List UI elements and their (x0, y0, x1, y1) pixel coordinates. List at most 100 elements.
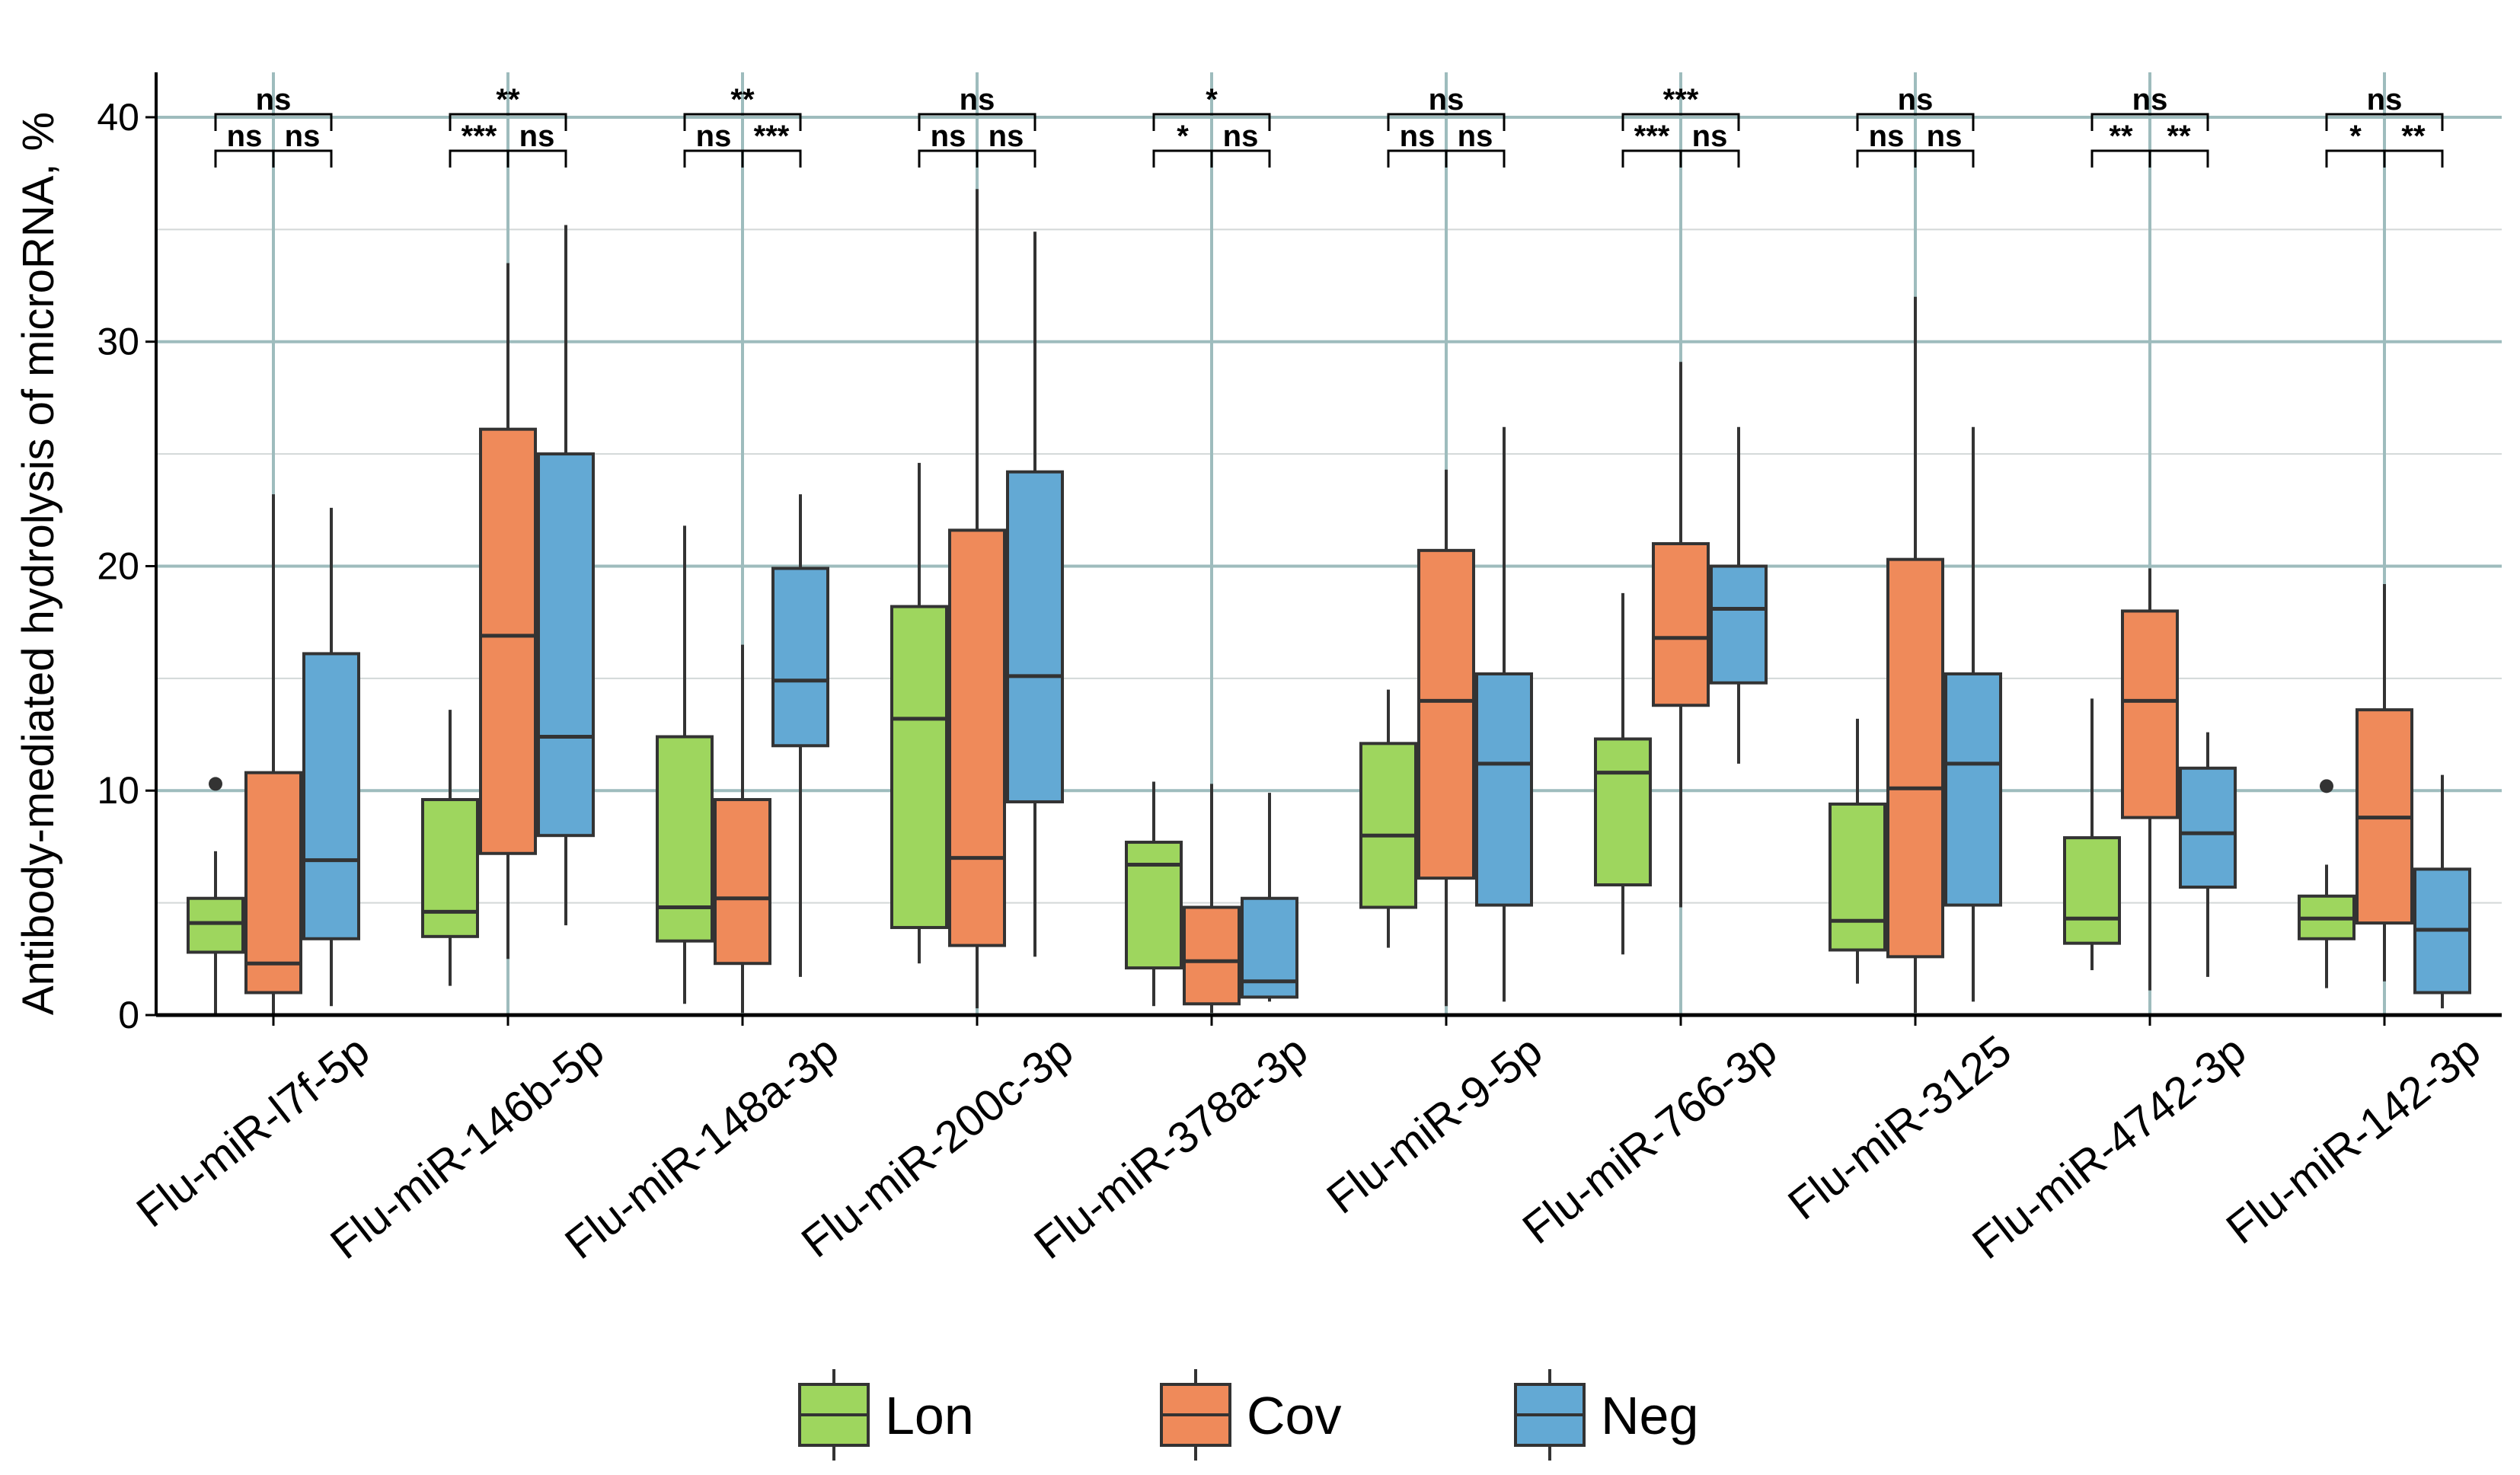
box-neg (1944, 426, 2002, 1002)
significance-group: ns* ** (2325, 83, 2444, 168)
box-neg (771, 494, 829, 977)
legend-item-lon: Lon (798, 1369, 974, 1461)
cov-neg-bracket (976, 149, 1036, 168)
lon-cov-bracket (1387, 149, 1448, 168)
box-neg (1710, 426, 1768, 764)
legend-item-cov: Cov (1160, 1369, 1341, 1461)
box-cov (1183, 784, 1241, 1014)
lon-neg-label: ns (1429, 83, 1464, 117)
box-body (1710, 564, 1768, 685)
box-body (771, 567, 829, 748)
box-lon (1359, 689, 1417, 948)
lon-neg-label: ns (2132, 83, 2168, 117)
lon-neg-bracket (449, 113, 567, 131)
lon-cov-bracket (1152, 149, 1213, 168)
lon-cov-label: ** (2109, 120, 2133, 153)
lon-cov-bracket (683, 149, 744, 168)
box-body (2063, 836, 2121, 945)
cov-neg-bracket (272, 149, 333, 168)
lon-neg-label: ** (496, 83, 520, 117)
box-cov (948, 189, 1006, 1009)
legend-item-neg: Neg (1514, 1369, 1698, 1461)
significance-group: **ns *** (683, 83, 802, 168)
cov-neg-bracket (741, 149, 802, 168)
box-body (1944, 672, 2002, 907)
cov-neg-bracket (1679, 149, 1740, 168)
legend-label: Cov (1247, 1386, 1341, 1445)
box-body (187, 896, 244, 954)
lon-cov-label: * (2349, 120, 2362, 153)
box-neg (2413, 774, 2471, 1009)
lon-neg-bracket (214, 113, 333, 131)
box-body (1829, 802, 1886, 952)
box-body (1594, 737, 1652, 887)
box-body (890, 605, 948, 930)
outlier-point (2320, 779, 2333, 793)
lon-cov-label: *** (462, 120, 497, 153)
box-cov (1652, 362, 1710, 908)
lon-neg-bracket (683, 113, 802, 131)
lon-cov-bracket (1621, 149, 1682, 168)
legend-label: Neg (1601, 1386, 1698, 1445)
x-tick-label: Flu-miR-9-5p (1317, 1026, 1551, 1224)
box-lon (2298, 779, 2356, 988)
box-body (302, 652, 360, 940)
lon-cov-label: ns (1869, 120, 1905, 153)
cov-neg-bracket (1210, 149, 1271, 168)
box-body (1652, 542, 1710, 707)
lon-cov-label: *** (1634, 120, 1670, 153)
lon-neg-bracket (918, 113, 1036, 131)
box-lon (187, 777, 244, 1015)
y-axis-label: Antibody-mediated hydrolysis of microRNA… (14, 112, 63, 1015)
box-body (479, 427, 537, 855)
lon-neg-bracket (2090, 113, 2209, 131)
box-lon (656, 525, 714, 1004)
cov-neg-label: ** (2401, 120, 2426, 153)
box-neg (537, 225, 595, 926)
outlier-point (209, 777, 222, 791)
cov-neg-label: ns (1223, 120, 1259, 153)
box-body (1125, 841, 1183, 970)
legend: Lon Cov Neg (798, 1369, 1698, 1461)
lon-neg-label: ns (960, 83, 995, 117)
lon-neg-bracket (1856, 113, 1975, 131)
significance-group: ** ns (1152, 83, 1271, 168)
x-tick-label: Flu-miR-766-3p (1514, 1026, 1787, 1253)
cov-neg-bracket (2148, 149, 2209, 168)
lon-cov-label: ns (1400, 120, 1436, 153)
lon-cov-label: * (1177, 120, 1189, 153)
lon-neg-bracket (1152, 113, 1271, 131)
lon-cov-bracket (214, 149, 275, 168)
box-series (187, 189, 2471, 1015)
cov-neg-bracket (1445, 149, 1506, 168)
box-cov (1417, 469, 1475, 1007)
box-lon (1125, 781, 1183, 1007)
x-tick-label: Flu-miR-3125 (1779, 1026, 2020, 1230)
significance-group: ****** ns (1621, 83, 1740, 168)
lon-cov-label: ns (696, 120, 732, 153)
lon-cov-label: ns (227, 120, 263, 153)
cov-neg-label: ns (1692, 120, 1728, 153)
box-neg (1241, 793, 1298, 1002)
box-cov (2356, 584, 2413, 982)
x-tick-label: Flu-miR-142-3p (2218, 1026, 2490, 1253)
y-tick-label: 20 (97, 544, 139, 587)
box-lon (1829, 718, 1886, 984)
y-tick-label: 30 (97, 321, 139, 363)
box-body (244, 771, 302, 995)
significance-group: ns** ** (2090, 83, 2209, 168)
cov-neg-bracket (1914, 149, 1975, 168)
box-body (421, 798, 479, 938)
cov-neg-label: ns (1927, 120, 1963, 153)
lon-neg-bracket (2325, 113, 2444, 131)
box-body (2179, 766, 2237, 889)
lon-neg-label: * (1206, 83, 1218, 117)
box-body (948, 528, 1006, 947)
legend-label: Lon (885, 1386, 974, 1445)
cov-neg-label: ns (519, 120, 555, 153)
x-tick-label: Flu-miR-l7f-5p (127, 1026, 378, 1237)
